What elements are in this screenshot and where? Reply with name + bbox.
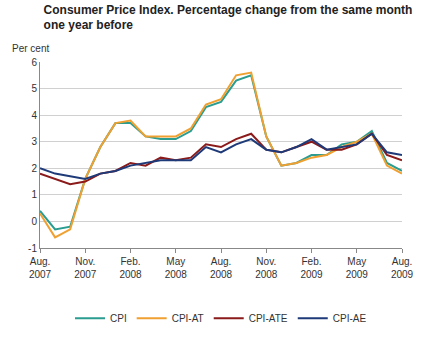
- svg-text:CPI-ATE: CPI-ATE: [249, 313, 288, 324]
- svg-text:CPI: CPI: [110, 313, 127, 324]
- svg-text:Nov.2008: Nov.2008: [255, 256, 278, 280]
- svg-text:Per cent: Per cent: [12, 43, 49, 54]
- svg-text:5: 5: [31, 83, 37, 94]
- svg-text:May2009: May2009: [346, 256, 369, 280]
- svg-text:May2008: May2008: [165, 256, 188, 280]
- svg-text:Aug.2008: Aug.2008: [210, 256, 233, 280]
- svg-text:Feb.2008: Feb.2008: [119, 256, 142, 280]
- svg-text:Aug.2007: Aug.2007: [29, 256, 52, 280]
- svg-text:CPI-AT: CPI-AT: [172, 313, 204, 324]
- svg-text:2: 2: [31, 163, 37, 174]
- svg-text:Consumer Price Index. Percenta: Consumer Price Index. Percentage change …: [44, 3, 413, 33]
- svg-text:0: 0: [31, 216, 37, 227]
- svg-text:3: 3: [31, 136, 37, 147]
- svg-text:Feb.2009: Feb.2009: [300, 256, 323, 280]
- svg-text:-1: -1: [28, 243, 37, 254]
- svg-text:Aug.2009: Aug.2009: [391, 256, 414, 280]
- svg-text:Nov.2007: Nov.2007: [74, 256, 97, 280]
- svg-text:4: 4: [31, 110, 37, 121]
- svg-text:CPI-AE: CPI-AE: [333, 313, 367, 324]
- svg-text:1: 1: [31, 189, 37, 200]
- svg-text:6: 6: [31, 57, 37, 68]
